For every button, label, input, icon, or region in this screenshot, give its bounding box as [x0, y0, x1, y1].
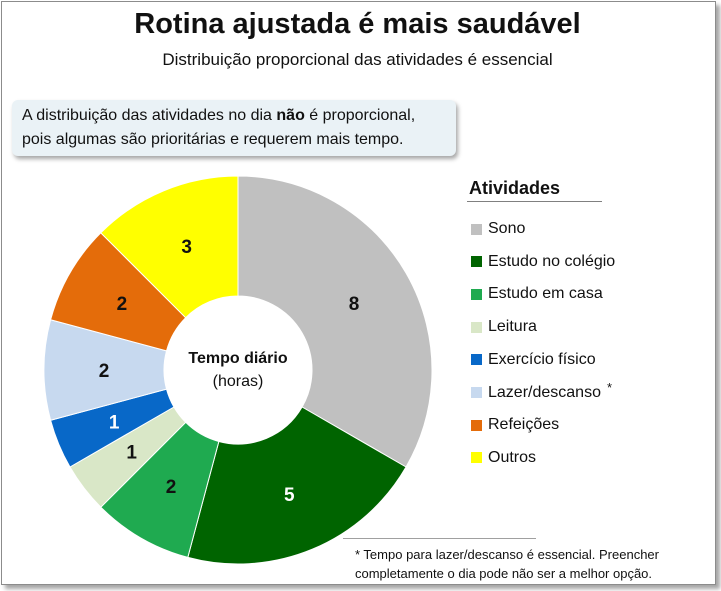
center-label-title: Tempo diário — [188, 350, 287, 367]
slice-label-outros: 3 — [181, 237, 192, 258]
legend-swatch — [471, 321, 482, 333]
chart-title: Rotina ajustada é mais saudável — [134, 8, 581, 40]
legend-item-sono: Sono — [471, 218, 525, 240]
legend-label: Leitura — [488, 318, 537, 336]
legend-swatch — [471, 452, 482, 464]
legend-label: Refeições — [488, 416, 560, 434]
slice-estudo-no-colegio — [187, 406, 407, 565]
legend-item-exercicio-fisico: Exercício físico — [471, 349, 596, 371]
legend-label: Sono — [488, 220, 526, 237]
legend-item-estudo-em-casa: Estudo em casa — [471, 283, 603, 305]
slice-label-leitura: 1 — [126, 443, 137, 464]
note-text-end: é proporcional, — [304, 107, 416, 124]
legend-label: Outros — [488, 448, 537, 466]
slice-label-exercicio-fisico: 1 — [109, 412, 120, 433]
legend-asterisk: * — [606, 380, 613, 395]
info-note: A distribuição das atividades no dia não… — [12, 100, 456, 156]
legend-label: Lazer/descanso — [488, 383, 601, 401]
donut-slice-labels: 8 5 2 11 2 2 3 — [99, 237, 360, 506]
slice-label-refeicoes: 2 — [117, 294, 128, 315]
legend-title: Atividades — [469, 178, 561, 198]
legend-swatch — [471, 256, 482, 268]
legend-swatch — [471, 288, 482, 300]
footnote-line2: completamente o dia pode não ser a melho… — [355, 566, 653, 581]
note-text-bold: não — [276, 107, 305, 124]
legend-divider — [467, 201, 602, 202]
footnote: * Tempo para lazer/descanso é essencial.… — [355, 545, 715, 583]
donut-slices — [43, 175, 433, 565]
legend-label: Estudo em casa — [488, 285, 603, 303]
note-text-start: A distribuição das atividades no dia — [22, 107, 277, 124]
legend-swatch — [471, 223, 482, 235]
legend-label: Estudo no colégio — [488, 252, 616, 270]
center-label-unit: (horas) — [213, 373, 264, 390]
legend-item-outros: Outros — [471, 447, 536, 469]
legend-swatch — [471, 419, 482, 431]
chart-subtitle: Distribuição proporcional das atividades… — [162, 50, 553, 69]
legend-item-estudo-no-colegio: Estudo no colégio — [471, 251, 615, 273]
footnote-divider — [343, 538, 536, 539]
legend-item-leitura: Leitura — [471, 316, 537, 338]
footnote-line1: * Tempo para lazer/descanso é essencial.… — [355, 547, 659, 562]
legend-swatch — [471, 387, 482, 398]
legend-item-lazer-descanso: Lazer/descanso * — [471, 380, 613, 404]
legend-swatch — [471, 354, 482, 366]
slice-label-estudo-no-colegio: 5 — [284, 485, 295, 506]
slice-label-sono: 8 — [349, 294, 360, 315]
donut-hole — [164, 296, 312, 444]
legend-item-refeicoes: Refeições — [471, 414, 559, 436]
slice-label-estudo-em-casa: 2 — [166, 477, 177, 498]
legend-label: Exercício físico — [488, 350, 596, 368]
note-text-line2: pois algumas são prioritárias e requerem… — [22, 131, 404, 148]
slice-label-lazer-descanso: 2 — [99, 361, 110, 382]
